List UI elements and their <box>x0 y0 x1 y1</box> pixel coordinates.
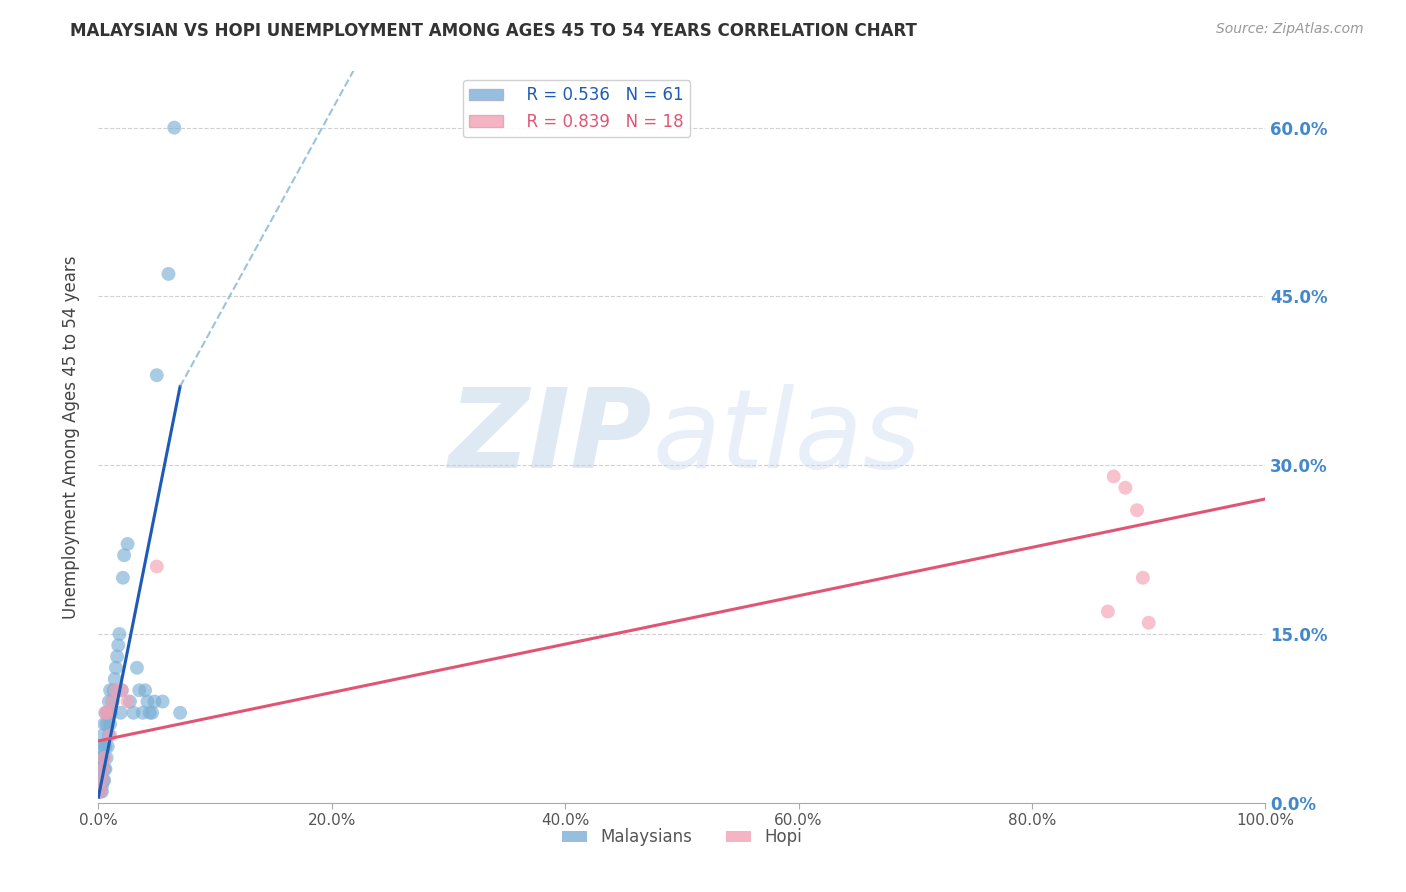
Point <box>90 751 112 765</box>
Point <box>104 683 127 698</box>
Point <box>91 751 114 765</box>
Point <box>90 773 112 788</box>
Point <box>157 267 180 281</box>
Point <box>90 773 112 788</box>
Point <box>93 773 115 788</box>
Point <box>90 784 112 798</box>
Point <box>90 779 112 793</box>
Point <box>101 694 124 708</box>
Point <box>125 661 148 675</box>
Point <box>1132 571 1154 585</box>
Point <box>97 739 120 754</box>
Point <box>117 694 139 708</box>
Point <box>98 683 121 698</box>
Point <box>163 120 186 135</box>
Point <box>104 672 127 686</box>
Point <box>1097 605 1119 619</box>
Point <box>122 706 145 720</box>
Point <box>118 694 141 708</box>
Point <box>89 784 111 798</box>
Point <box>91 728 114 742</box>
Point <box>93 739 115 754</box>
Point <box>169 706 191 720</box>
Point <box>96 751 118 765</box>
Text: Source: ZipAtlas.com: Source: ZipAtlas.com <box>1216 22 1364 37</box>
Point <box>1126 503 1149 517</box>
Point <box>101 694 124 708</box>
Point <box>98 728 121 742</box>
Point <box>108 627 131 641</box>
Point <box>146 559 169 574</box>
Point <box>89 779 111 793</box>
Point <box>94 762 117 776</box>
Point <box>89 773 111 788</box>
Point <box>90 739 112 754</box>
Text: atlas: atlas <box>652 384 921 491</box>
Point <box>100 706 122 720</box>
Point <box>132 706 155 720</box>
Text: ZIP: ZIP <box>450 384 652 491</box>
Point <box>93 762 115 776</box>
Point <box>89 767 111 781</box>
Point <box>90 762 112 776</box>
Point <box>104 661 127 675</box>
Point <box>105 649 128 664</box>
Point <box>112 548 135 562</box>
Point <box>94 739 117 754</box>
Point <box>91 773 114 788</box>
Point <box>111 571 134 585</box>
Point <box>93 751 115 765</box>
Legend: Malaysians, Hopi: Malaysians, Hopi <box>555 822 808 853</box>
Point <box>98 717 121 731</box>
Point <box>1102 469 1125 483</box>
Point <box>97 706 120 720</box>
Point <box>91 762 114 776</box>
Point <box>94 706 117 720</box>
Point <box>90 756 112 771</box>
Point <box>107 638 129 652</box>
Point <box>97 728 120 742</box>
Point <box>111 683 134 698</box>
Point <box>134 683 156 698</box>
Point <box>93 717 115 731</box>
Point <box>111 683 134 698</box>
Point <box>97 694 120 708</box>
Point <box>90 784 112 798</box>
Point <box>1137 615 1160 630</box>
Point <box>146 368 169 383</box>
Point <box>139 706 162 720</box>
Point <box>96 717 118 731</box>
Point <box>1114 481 1136 495</box>
Point <box>90 773 112 788</box>
Point <box>97 706 120 720</box>
Point <box>110 706 132 720</box>
Point <box>136 694 159 708</box>
Point <box>103 683 125 698</box>
Point <box>90 784 112 798</box>
Point <box>117 537 139 551</box>
Point <box>152 694 174 708</box>
Y-axis label: Unemployment Among Ages 45 to 54 years: Unemployment Among Ages 45 to 54 years <box>62 255 80 619</box>
Text: MALAYSIAN VS HOPI UNEMPLOYMENT AMONG AGES 45 TO 54 YEARS CORRELATION CHART: MALAYSIAN VS HOPI UNEMPLOYMENT AMONG AGE… <box>70 22 917 40</box>
Point <box>128 683 150 698</box>
Point <box>90 762 112 776</box>
Point <box>94 706 117 720</box>
Point <box>90 751 112 765</box>
Point <box>141 706 163 720</box>
Point <box>143 694 166 708</box>
